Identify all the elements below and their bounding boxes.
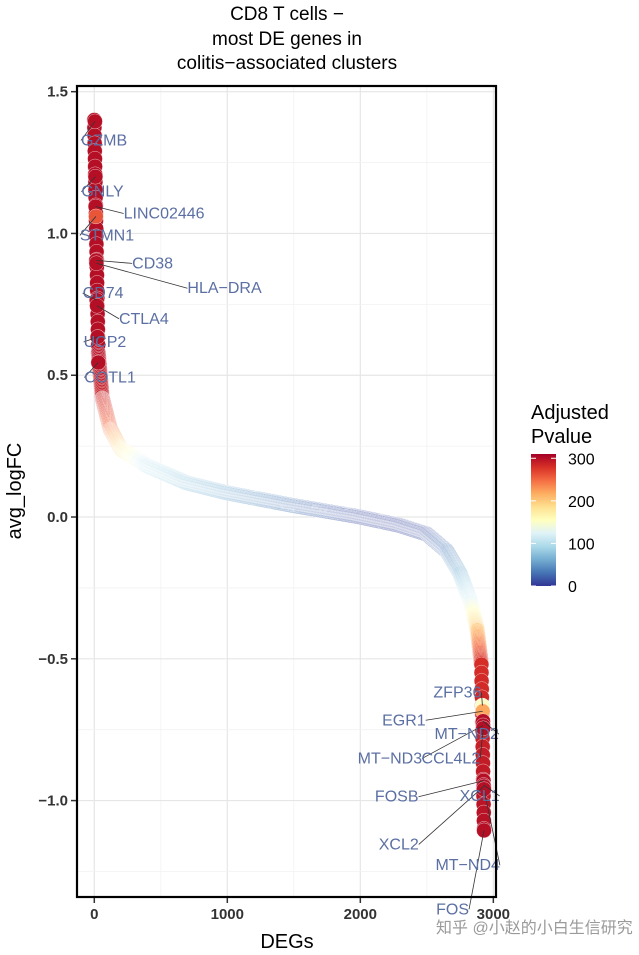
data-points [86, 112, 492, 839]
gene-label: XCL2 [379, 836, 419, 853]
x-tick-label: 3000 [477, 906, 510, 923]
gene-label: HLA−DRA [187, 280, 262, 297]
leader-line [95, 206, 124, 214]
y-tick-label: −1.0 [38, 793, 68, 810]
gene-label: LINC02446 [124, 206, 205, 223]
gene-label: UCP2 [84, 334, 127, 351]
plot-panel [77, 86, 496, 897]
chart-title: CD8 T cells − most DE genes in colitis−a… [177, 4, 397, 74]
gene-label: GZMB [81, 132, 127, 149]
legend-tick-label: 100 [568, 536, 595, 553]
title-line-3: colitis−associated clusters [177, 53, 397, 74]
gene-label: CTLA4 [119, 311, 169, 328]
legend-tick-label: 200 [568, 494, 595, 511]
legend-tick-label: 0 [568, 579, 577, 596]
gene-label: STMN1 [80, 227, 134, 244]
gene-label: CCL4L2 [422, 750, 481, 767]
gene-label: FOSB [375, 789, 419, 806]
leader-line [82, 292, 97, 301]
panel-border [75, 84, 498, 899]
gene-label: XCL1 [460, 788, 500, 805]
y-axis-title: avg_logFC [4, 443, 26, 540]
x-axis-title: DEGs [260, 931, 313, 953]
leader-line [80, 121, 96, 141]
leader-line [421, 725, 484, 759]
legend-title-line-2: Pvalue [531, 426, 592, 448]
leader-line [483, 789, 501, 866]
gene-label: MT−ND2 [435, 726, 500, 743]
watermark: 知乎 @小赵的小白生信研究 [436, 919, 633, 937]
gene-label: EGR1 [382, 712, 426, 729]
gene-label: ZFP36 [433, 685, 481, 702]
leader-line [79, 216, 97, 236]
leader-line [83, 362, 99, 378]
legend-colorbar [531, 454, 556, 586]
gene-label: CD38 [132, 255, 173, 272]
y-tick-label: 0.0 [47, 509, 68, 526]
y-tick-label: 1.0 [47, 225, 68, 242]
leader-line [418, 780, 484, 798]
data-point [476, 781, 492, 797]
leader-line [83, 336, 98, 343]
leader-line [96, 305, 120, 320]
x-tick-label: 1000 [211, 906, 244, 923]
data-point [87, 113, 103, 130]
leader-line [96, 262, 188, 289]
leader-line [96, 259, 133, 264]
gene-label: GNLY [81, 184, 124, 201]
legend-title-line-1: Adjusted [531, 402, 609, 424]
x-tick-label: 2000 [344, 906, 377, 923]
y-tick-label: 1.5 [47, 84, 68, 101]
legend-tick-label: 300 [568, 451, 595, 468]
gene-label: CD74 [83, 285, 124, 302]
gene-label: MT−ND3 [358, 750, 423, 767]
leader-line [418, 786, 485, 845]
y-tick-label: 0.5 [47, 367, 68, 384]
data-point [88, 208, 104, 225]
title-line-2: most DE genes in [212, 29, 362, 50]
x-axis: 0 1000 2000 3000 [90, 898, 510, 923]
leader-line [479, 728, 484, 759]
leader-line [425, 710, 483, 721]
gene-label: COTL1 [84, 369, 136, 386]
legend: Adjusted Pvalue 0 100 200 300 [531, 402, 609, 596]
data-point [88, 255, 105, 271]
y-axis: 1.5 1.0 0.5 0.0 −0.5 −1.0 [38, 84, 76, 810]
leader-line [481, 692, 483, 706]
y-tick-label: −0.5 [38, 651, 68, 668]
title-line-1: CD8 T cells − [230, 4, 344, 25]
gene-label: MT−ND4 [435, 857, 500, 874]
legend-ticks: 0 100 200 300 [531, 451, 595, 596]
gene-label: FOS [436, 901, 469, 918]
x-tick-label: 0 [90, 906, 98, 923]
leader-line [81, 176, 96, 193]
